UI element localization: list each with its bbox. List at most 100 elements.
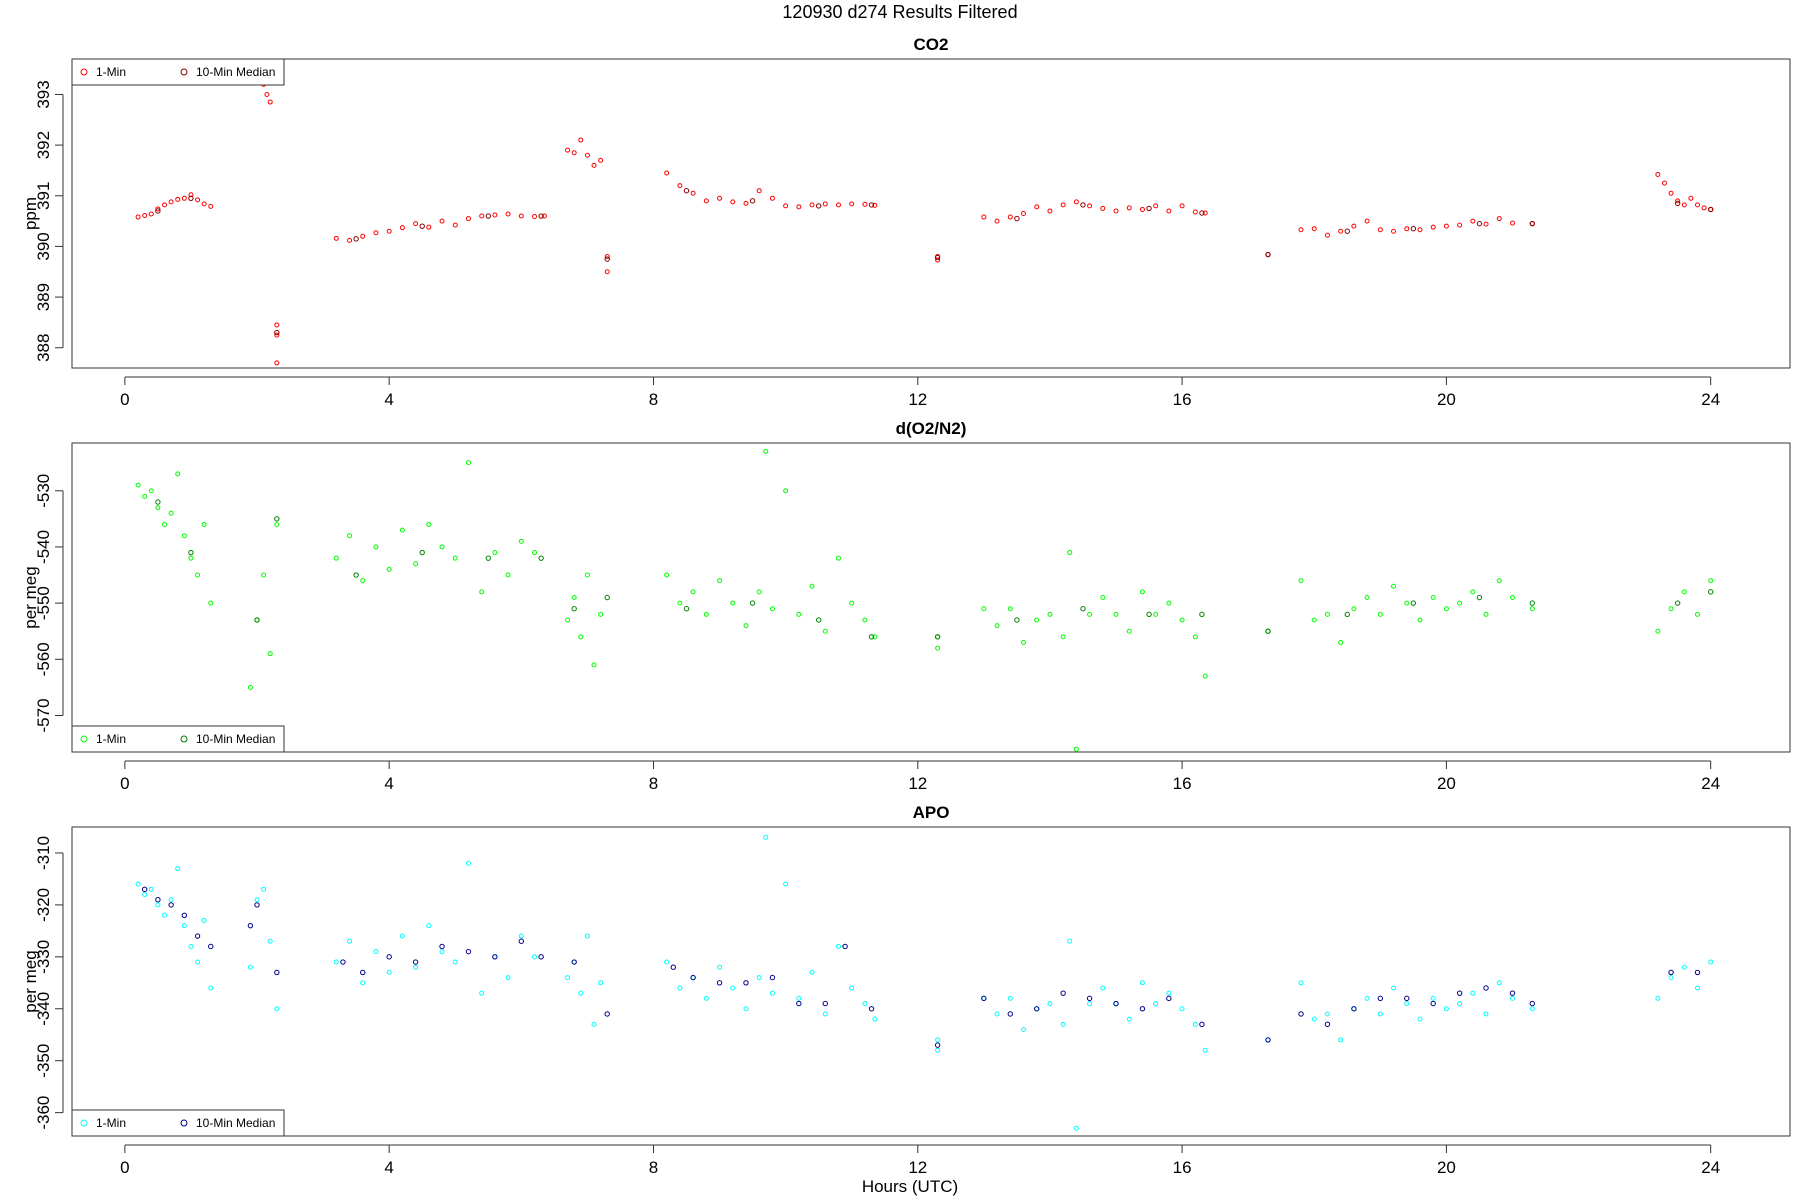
- apo-point-1min: [439, 949, 445, 955]
- o2n2-point-1min: [565, 617, 571, 623]
- o2n2-point-1min: [1311, 617, 1317, 623]
- apo-point-1min: [796, 995, 802, 1001]
- apo-point-median: [1265, 1037, 1271, 1043]
- o2n2-point-1min: [413, 561, 419, 567]
- co2-point-1min: [872, 202, 878, 208]
- apo-point-1min: [1655, 995, 1661, 1001]
- co2-point-1min: [1661, 180, 1667, 186]
- o2n2-point-median: [1410, 600, 1417, 606]
- co2-point-1min: [168, 199, 174, 205]
- o2n2-point-1min: [1529, 606, 1535, 612]
- o2n2-point-1min: [677, 600, 683, 606]
- o2n2-point-1min: [208, 600, 214, 606]
- co2-point-median: [155, 208, 161, 214]
- apo-point-median: [254, 902, 260, 908]
- apo-point-1min: [532, 954, 538, 960]
- apo-point-1min: [479, 990, 485, 996]
- apo-point-1min: [399, 933, 405, 939]
- co2-point-1min: [809, 202, 815, 208]
- apo-x-tick-label: 16: [1173, 1158, 1192, 1177]
- co2-point-1min: [1377, 227, 1383, 233]
- o2n2-point-1min: [274, 521, 280, 527]
- co2-point-1min: [849, 201, 855, 207]
- co2-point-median: [1708, 206, 1714, 213]
- apo-point-1min: [1391, 985, 1397, 991]
- co2-point-1min: [1034, 204, 1040, 210]
- apo-point-1min: [862, 1001, 868, 1007]
- apo-point-median: [247, 922, 254, 929]
- apo-point-1min: [168, 897, 174, 903]
- apo-point-1min: [1417, 1016, 1423, 1022]
- o2n2-y-tick-label: -560: [34, 642, 53, 676]
- o2n2-point-1min: [1351, 606, 1357, 612]
- apo-point-1min: [1708, 959, 1714, 965]
- apo-y-tick-label: -330: [34, 940, 53, 974]
- apo-y-axis-label: per meg: [21, 950, 40, 1012]
- co2-point-median: [419, 223, 425, 229]
- o2n2-point-median: [1146, 611, 1152, 618]
- apo-point-1min: [201, 917, 207, 923]
- apo-point-median: [1199, 1021, 1205, 1028]
- o2n2-point-1min: [1047, 611, 1053, 617]
- apo-plot-frame: [71, 826, 1791, 1137]
- o2n2-legend: 1-Min 10-Min Median: [71, 725, 285, 753]
- apo-y-tick-label: -320: [34, 888, 53, 922]
- co2-legend-label: 10-Min Median: [196, 65, 275, 79]
- co2-point-1min: [796, 204, 802, 210]
- o2n2-point-1min: [1417, 617, 1423, 623]
- o2n2-x-tick-label: 24: [1701, 774, 1720, 793]
- o2n2-point-1min: [763, 448, 769, 454]
- apo-point-1min: [1100, 985, 1106, 991]
- co2-point-1min: [591, 162, 597, 168]
- o2n2-point-1min: [598, 611, 604, 617]
- o2n2-point-1min: [1298, 578, 1304, 584]
- co2-point-1min: [1509, 220, 1515, 226]
- co2-point-1min: [1338, 228, 1344, 234]
- apo-y-tick-label: -350: [34, 1044, 53, 1078]
- co2-point-median: [1080, 202, 1086, 208]
- o2n2-point-1min: [135, 482, 141, 488]
- o2n2-panel: d(O2/N2) per meg 0 4 8 12 16 20 24 -570 -560 -550 -5…: [21, 419, 1791, 793]
- apo-x-tick-label: 8: [649, 1158, 658, 1177]
- co2-point-1min: [274, 332, 280, 338]
- apo-panel: APO per meg 0 4 8 12 16 20 24 -360 -350 -340 -330 -32…: [21, 803, 1791, 1177]
- apo-point-median: [1034, 1006, 1040, 1012]
- panels: CO2 ppm 0 4 8 12 16 20 24 388 389 390 391 392 393 1-Min…: [21, 35, 1791, 1177]
- o2n2-point-1min: [664, 572, 670, 578]
- o2n2-point-1min: [1113, 611, 1119, 617]
- apo-point-1min: [452, 959, 458, 965]
- o2n2-point-1min: [518, 538, 524, 544]
- apo-point-median: [340, 959, 346, 965]
- apo-point-median: [716, 980, 723, 986]
- o2n2-point-1min: [717, 578, 723, 584]
- apo-point-median: [1456, 990, 1463, 996]
- co2-x-tick-label: 8: [649, 390, 658, 409]
- apo-point-1min: [426, 923, 432, 929]
- co2-point-1min: [195, 197, 201, 203]
- co2-point-median: [1476, 220, 1483, 227]
- co2-point-1min: [677, 183, 683, 189]
- apo-point-1min: [1668, 975, 1674, 981]
- o2n2-point-1min: [142, 493, 148, 499]
- apo-point-1min: [664, 959, 670, 965]
- co2-point-1min: [756, 188, 762, 194]
- apo-point-1min: [1681, 964, 1687, 970]
- co2-series-median: [155, 188, 1714, 336]
- o2n2-point-1min: [872, 634, 878, 640]
- co2-legend-marker: [80, 68, 88, 76]
- apo-point-1min: [347, 938, 353, 944]
- co2-x-tick-label: 24: [1701, 390, 1720, 409]
- co2-point-1min: [1298, 227, 1304, 233]
- co2-point-1min: [360, 233, 366, 239]
- apo-point-median: [822, 1000, 828, 1007]
- apo-point-median: [492, 954, 498, 960]
- o2n2-point-1min: [1021, 639, 1027, 645]
- co2-point-1min: [1087, 203, 1093, 209]
- apo-point-1min: [849, 985, 855, 991]
- co2-point-1min: [578, 137, 584, 143]
- o2n2-point-1min: [730, 600, 736, 606]
- co2-point-1min: [1192, 209, 1198, 215]
- co2-point-1min: [1443, 223, 1449, 229]
